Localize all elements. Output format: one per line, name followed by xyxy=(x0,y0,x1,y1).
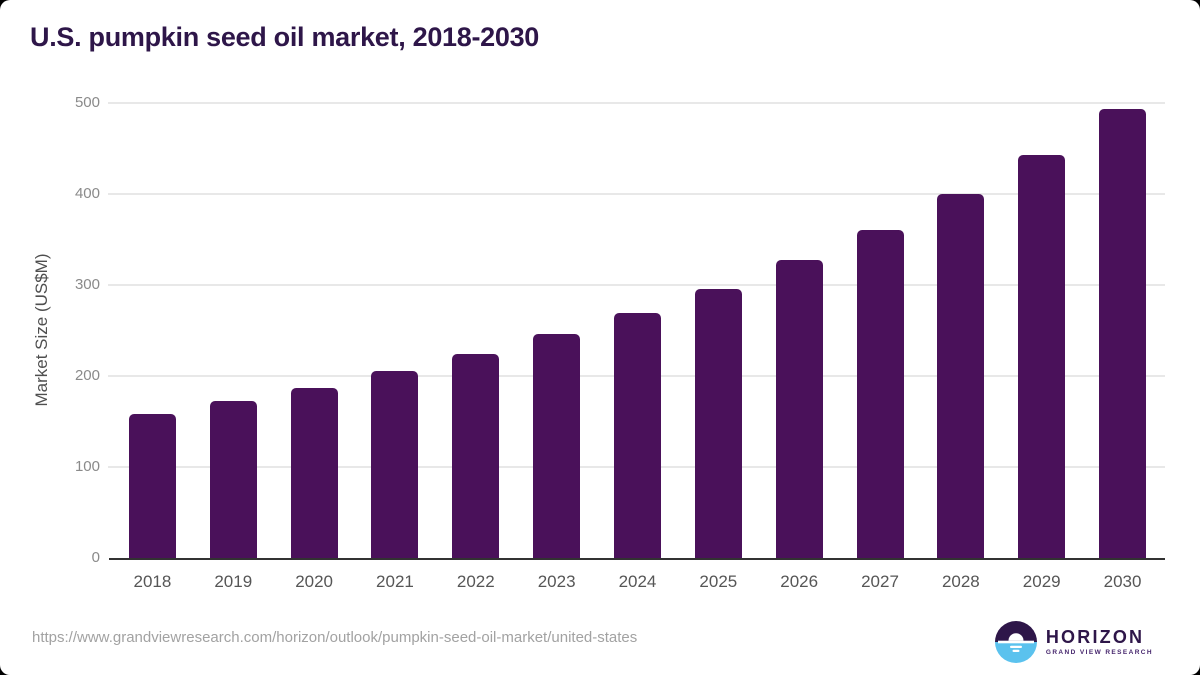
bar-slot-2025 xyxy=(678,103,759,558)
source-url: https://www.grandviewresearch.com/horizo… xyxy=(32,629,638,646)
logo-title: HORIZON xyxy=(1045,627,1145,647)
horizon-sun-icon xyxy=(994,621,1037,663)
bar-slot-2029 xyxy=(1001,103,1082,558)
gridline-500 xyxy=(108,102,1165,104)
plot-area: 0 100 200 300 400 500 2018 2019 2020 2021 2022 202… xyxy=(75,94,1165,591)
logo-subtitle: GRAND VIEW RESEARCH xyxy=(1045,649,1153,656)
x-axis-labels: 2018 2019 2020 2021 2022 2023 2024 2025 2026 2027… xyxy=(112,572,1163,592)
bar-slot-2020 xyxy=(274,103,355,558)
bar-2026 xyxy=(775,260,823,558)
x-tick-2019: 2019 xyxy=(214,572,253,591)
bar-2020 xyxy=(290,387,338,558)
bar-2030 xyxy=(1099,109,1147,558)
x-tick-2021: 2021 xyxy=(376,572,414,591)
x-tick-2030: 2030 xyxy=(1103,572,1142,591)
bar-2022 xyxy=(452,354,500,558)
bar-slot-2028 xyxy=(920,103,1001,558)
x-tick-2027: 2027 xyxy=(861,572,899,591)
y-tick-100: 100 xyxy=(74,458,100,475)
x-tick-2025: 2025 xyxy=(699,572,738,591)
gridline-300 xyxy=(108,284,1165,286)
x-tick-2024: 2024 xyxy=(618,572,657,591)
x-tick-2022: 2022 xyxy=(456,572,495,591)
bar-slot-2019 xyxy=(193,103,274,558)
logo-text: HORIZON GRAND VIEW RESEARCH xyxy=(1045,627,1153,657)
bar-slot-2023 xyxy=(516,103,597,558)
chart-title: U.S. pumpkin seed oil market, 2018-2030 xyxy=(30,22,540,52)
horizon-logo: HORIZON GRAND VIEW RESEARCH xyxy=(994,621,1153,663)
bar-slot-2021 xyxy=(355,103,436,558)
y-axis-ticks: 0 100 200 300 400 500 xyxy=(42,94,100,566)
bar-2024 xyxy=(613,313,661,558)
x-tick-2020: 2020 xyxy=(295,572,334,591)
bar-slot-2024 xyxy=(597,103,678,558)
bar-2029 xyxy=(1018,154,1066,558)
bar-slot-2022 xyxy=(435,103,516,558)
x-tick-2023: 2023 xyxy=(537,572,576,591)
bar-2028 xyxy=(937,194,985,558)
y-tick-200: 200 xyxy=(74,367,100,384)
y-tick-400: 400 xyxy=(74,185,100,202)
bar-slot-2027 xyxy=(840,103,921,558)
bar-slot-2026 xyxy=(759,103,840,558)
x-tick-2018: 2018 xyxy=(133,572,172,591)
bar-2025 xyxy=(694,288,742,558)
bar-2021 xyxy=(371,371,419,558)
bar-2019 xyxy=(209,401,257,558)
x-tick-2026: 2026 xyxy=(780,572,819,591)
x-axis-line xyxy=(109,558,1165,560)
bar-slot-2018 xyxy=(112,103,193,558)
bar-2018 xyxy=(128,414,176,558)
y-tick-0: 0 xyxy=(91,549,100,566)
bars-container xyxy=(112,103,1163,558)
x-tick-2029: 2029 xyxy=(1022,572,1061,591)
x-tick-2028: 2028 xyxy=(941,572,980,591)
y-tick-300: 300 xyxy=(74,276,100,293)
bar-2023 xyxy=(533,334,581,558)
gridline-400 xyxy=(108,193,1165,195)
bar-slot-2030 xyxy=(1082,103,1163,558)
y-tick-500: 500 xyxy=(74,94,100,111)
bar-2027 xyxy=(856,229,904,558)
